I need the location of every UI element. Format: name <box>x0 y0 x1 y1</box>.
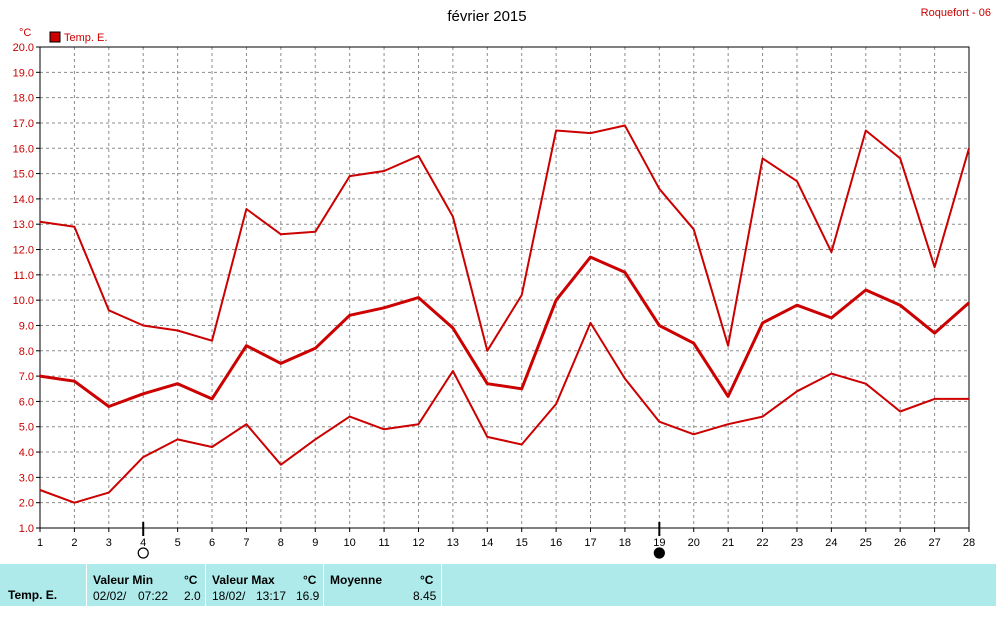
max-value: 16.9 <box>296 589 320 603</box>
x-tick-label: 4 <box>140 537 146 549</box>
y-axis-unit: °C <box>19 27 31 39</box>
max-unit: °C <box>303 573 317 587</box>
y-tick-label: 19.0 <box>13 67 34 79</box>
x-tick-label: 25 <box>860 537 872 549</box>
max-date: 18/02/ <box>212 589 246 603</box>
x-tick-label: 1 <box>37 537 43 549</box>
summary-series-label: Temp. E. <box>8 588 58 602</box>
y-tick-label: 15.0 <box>13 169 34 181</box>
mean-header: Moyenne <box>330 573 383 587</box>
x-tick-label: 28 <box>963 537 975 549</box>
temperature-chart: février 2015 Roquefort - 06 °C Temp. E. … <box>13 7 991 559</box>
y-tick-label: 8.0 <box>19 346 34 358</box>
series-line-max <box>39 124 970 352</box>
legend-swatch <box>49 31 61 43</box>
x-tick-label: 7 <box>243 537 249 549</box>
x-tick-label: 26 <box>894 537 906 549</box>
max-header: Valeur Max <box>212 573 275 587</box>
y-tick-label: 1.0 <box>19 523 34 535</box>
mean-unit: °C <box>420 573 434 587</box>
max-time: 13:17 <box>256 589 287 603</box>
x-tick-label: 11 <box>378 537 389 549</box>
legend-label: Temp. E. <box>64 32 107 44</box>
axes: 1.0 2.0 3.0 4.0 5.0 6.0 7.0 8.0 9.0 10.0 11.0 12.0 1… <box>13 42 976 549</box>
x-tick-label: 27 <box>928 537 940 549</box>
y-tick-label: 12.0 <box>13 245 34 257</box>
x-tick-label: 23 <box>791 537 803 549</box>
y-tick-label: 10.0 <box>13 295 34 307</box>
new-moon-icon <box>653 547 665 559</box>
x-tick-label: 9 <box>312 537 318 549</box>
x-tick-label: 12 <box>412 537 424 549</box>
mean-value: 8.45 <box>413 589 437 603</box>
y-tick-label: 3.0 <box>19 472 34 484</box>
divider <box>441 564 442 606</box>
y-tick-label: 2.0 <box>19 498 34 510</box>
x-tick-label: 15 <box>516 537 528 549</box>
plot-frame <box>39 46 970 529</box>
y-tick-label: 20.0 <box>13 42 34 54</box>
station-name: Roquefort - 06 <box>921 7 991 19</box>
y-tick-label: 5.0 <box>19 422 34 434</box>
series-lines <box>39 124 970 504</box>
series-line-mean <box>39 255 970 408</box>
x-tick-label: 6 <box>209 537 215 549</box>
x-tick-label: 5 <box>175 537 181 549</box>
divider <box>323 564 324 606</box>
y-tick-label: 7.0 <box>19 371 34 383</box>
min-date: 02/02/ <box>93 589 127 603</box>
x-tick-label: 17 <box>584 537 596 549</box>
x-tick-label: 22 <box>756 537 768 549</box>
x-tick-label: 2 <box>71 537 77 549</box>
min-value: 2.0 <box>184 589 201 603</box>
x-tick-label: 19 <box>653 537 665 549</box>
min-header: Valeur Min <box>93 573 154 587</box>
divider <box>86 564 87 606</box>
moon-phase-markers <box>137 522 665 559</box>
y-tick-label: 17.0 <box>13 118 34 130</box>
y-tick-label: 4.0 <box>19 447 34 459</box>
x-tick-label: 16 <box>550 537 562 549</box>
x-tick-label: 8 <box>278 537 284 549</box>
y-tick-label: 6.0 <box>19 396 34 408</box>
y-tick-label: 18.0 <box>13 93 34 105</box>
x-tick-label: 18 <box>619 537 631 549</box>
x-tick-label: 3 <box>106 537 112 549</box>
min-unit: °C <box>184 573 198 587</box>
y-tick-label: 16.0 <box>13 143 34 155</box>
y-tick-label: 9.0 <box>19 320 34 332</box>
x-tick-label: 14 <box>481 537 493 549</box>
y-tick-label: 13.0 <box>13 219 34 231</box>
y-tick-label: 14.0 <box>13 194 34 206</box>
y-tick-label: 11.0 <box>13 270 34 282</box>
x-tick-label: 10 <box>344 537 356 549</box>
full-moon-icon <box>137 547 149 559</box>
divider <box>205 564 206 606</box>
chart-title: février 2015 <box>447 8 526 25</box>
series-line-min <box>39 321 969 504</box>
x-tick-label: 24 <box>825 537 837 549</box>
min-time: 07:22 <box>138 589 169 603</box>
x-tick-label: 21 <box>722 537 734 549</box>
x-tick-label: 13 <box>447 537 459 549</box>
grid <box>40 47 969 528</box>
summary-panel: Temp. E. Valeur Min °C 02/02/ 07:22 2.0 … <box>0 563 996 606</box>
x-tick-label: 20 <box>688 537 700 549</box>
